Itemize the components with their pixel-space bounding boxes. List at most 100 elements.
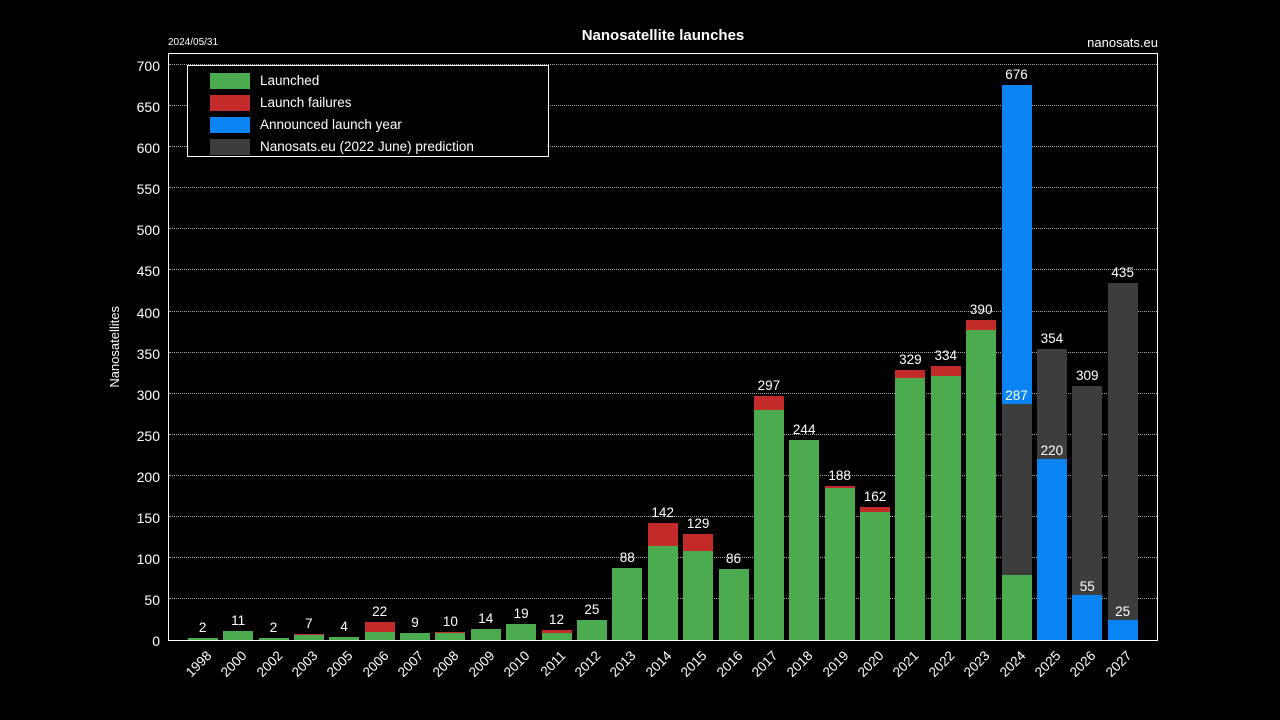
bar-value-label-2006: 22 xyxy=(372,603,388,619)
legend-label-announced: Announced launch year xyxy=(260,117,402,132)
bar-value-label-2027: 435 xyxy=(1111,264,1134,280)
y-tick-label: 300 xyxy=(136,386,160,403)
bar-inner-label-2026: 55 xyxy=(1079,578,1095,594)
bar-2017-segment-launched xyxy=(753,410,784,640)
bar-2003-segment-failures xyxy=(293,634,324,636)
bar-2018-segment-launched xyxy=(789,439,820,640)
y-tick-label: 350 xyxy=(136,345,160,362)
bar-1998-segment-launched xyxy=(187,638,218,640)
bar-value-label-2013: 88 xyxy=(619,549,635,565)
bar-2021-segment-launched xyxy=(895,378,926,640)
legend-swatch-prediction xyxy=(210,138,250,155)
bar-inner-label-2027: 25 xyxy=(1115,603,1131,619)
legend-label-prediction: Nanosats.eu (2022 June) prediction xyxy=(260,139,474,154)
bar-value-label-2023: 390 xyxy=(969,301,993,317)
bar-2002-segment-launched xyxy=(258,638,289,640)
bar-value-label-2016: 86 xyxy=(725,551,742,567)
bar-2027-segment-prediction xyxy=(1107,282,1138,620)
bar-value-label-2024: 676 xyxy=(1005,66,1028,82)
bar-2007-segment-launched xyxy=(400,632,430,640)
y-tick-label: 250 xyxy=(136,427,160,444)
bar-2027-segment-announced xyxy=(1107,619,1138,640)
bar-2005-segment-launched xyxy=(329,636,360,640)
gridline-650 xyxy=(169,105,1157,107)
y-tick-label: 150 xyxy=(136,509,160,526)
legend-row-failures: Launch failures xyxy=(188,92,548,113)
bar-inner-label-2024: 287 xyxy=(1005,388,1028,404)
bar-2013-segment-launched xyxy=(612,567,643,640)
bar-value-label-2020: 162 xyxy=(863,489,887,504)
legend-swatch-announced xyxy=(210,116,250,133)
bar-2014-segment-launched xyxy=(647,546,678,640)
bar-value-label-2025: 354 xyxy=(1040,331,1064,347)
chart-title: Nanosatellite launches xyxy=(581,27,745,44)
bar-2008-segment-launched xyxy=(435,632,466,640)
y-tick-label: 100 xyxy=(136,550,160,567)
bar-2000-segment-launched xyxy=(223,631,254,640)
y-tick-label: 600 xyxy=(136,140,160,157)
bar-2010-segment-launched xyxy=(506,624,537,640)
y-tick-label: 0 xyxy=(152,633,160,649)
gridline-250 xyxy=(169,433,1157,435)
gridline-350 xyxy=(169,351,1157,353)
gridline-200 xyxy=(169,474,1157,476)
bar-2023-segment-failures xyxy=(966,319,997,330)
bar-2019-segment-launched xyxy=(824,488,855,640)
bar-2019-segment-failures xyxy=(824,485,855,489)
bar-2006-segment-failures xyxy=(364,621,395,632)
bar-value-label-2005: 4 xyxy=(340,618,348,634)
gridline-150 xyxy=(169,515,1157,517)
legend: Launched Launch failures Announced launch … xyxy=(187,65,549,157)
y-tick-label: 400 xyxy=(136,304,160,321)
bar-2014-segment-failures xyxy=(647,523,678,547)
bar-value-label-2014: 142 xyxy=(651,505,674,521)
bar-2021-segment-failures xyxy=(895,369,926,378)
date-stamp: 2024/05/31 xyxy=(168,37,219,48)
legend-row-prediction: Nanosats.eu (2022 June) prediction xyxy=(188,136,548,157)
gridline-400 xyxy=(169,310,1157,312)
bar-value-label-2022: 334 xyxy=(934,347,958,363)
bar-2008-segment-failures xyxy=(435,631,466,633)
bar-2015-segment-launched xyxy=(683,551,714,640)
bar-value-label-2000: 11 xyxy=(231,613,246,628)
bar-value-label-2007: 9 xyxy=(411,614,419,630)
bar-2026-segment-announced xyxy=(1072,594,1103,640)
bar-value-label-2009: 14 xyxy=(478,610,494,626)
legend-label-launched: Launched xyxy=(260,73,320,88)
legend-label-failures: Launch failures xyxy=(260,95,352,110)
bar-inner-label-2025: 220 xyxy=(1040,443,1064,459)
bar-value-label-1998: 2 xyxy=(198,620,207,636)
bar-2023-segment-launched xyxy=(966,329,997,640)
bar-2015-segment-failures xyxy=(683,534,714,552)
bar-value-label-2018: 244 xyxy=(792,421,816,437)
legend-row-announced: Announced launch year xyxy=(188,114,548,135)
gridline-600 xyxy=(169,146,1157,148)
gridline-550 xyxy=(169,187,1157,189)
bar-2025-segment-prediction xyxy=(1036,349,1067,460)
bar-2022-segment-failures xyxy=(930,365,961,376)
bar-value-label-2002: 2 xyxy=(269,620,278,636)
bar-2020-segment-failures xyxy=(860,507,890,512)
bar-2006-segment-launched xyxy=(364,631,395,640)
bar-value-label-2011: 12 xyxy=(548,612,565,628)
bar-value-label-2012: 25 xyxy=(584,601,600,617)
bar-2017-segment-failures xyxy=(753,396,784,411)
gridline-700 xyxy=(169,64,1157,66)
legend-swatch-failures xyxy=(210,94,250,111)
bar-2020-segment-launched xyxy=(860,511,890,640)
y-tick-label: 450 xyxy=(136,263,160,280)
y-tick-label: 650 xyxy=(136,99,160,116)
bar-2022-segment-launched xyxy=(930,375,961,640)
gridline-500 xyxy=(169,228,1157,230)
bar-value-label-2003: 7 xyxy=(305,616,313,632)
gridline-300 xyxy=(169,392,1157,394)
bar-2012-segment-launched xyxy=(576,619,607,640)
y-tick-label: 700 xyxy=(136,58,160,75)
bar-value-label-2008: 10 xyxy=(442,613,458,629)
bar-value-label-2026: 309 xyxy=(1076,368,1099,384)
bar-2025-segment-announced xyxy=(1036,459,1067,640)
legend-swatch-launched xyxy=(210,72,250,89)
bar-2026-segment-prediction xyxy=(1072,386,1103,595)
bar-value-label-2019: 188 xyxy=(828,467,851,483)
